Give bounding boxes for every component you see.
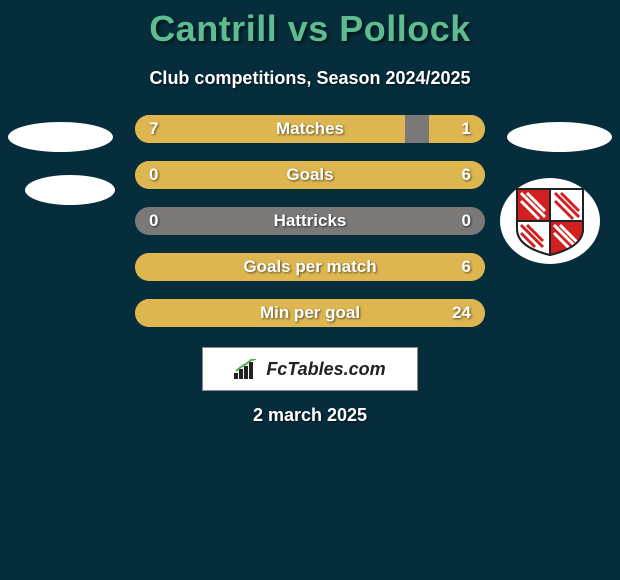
player-left-oval-1 (8, 122, 113, 152)
bar-row: Goals0 6 (135, 161, 485, 189)
bar-value-left: 7 (149, 115, 158, 143)
bar-value-right: 6 (462, 161, 471, 189)
club-badge (500, 178, 600, 264)
date-text: 2 march 2025 (0, 405, 620, 426)
shield-icon (515, 185, 585, 257)
bar-label: Hattricks (135, 207, 485, 235)
bar-row: Min per goal24 (135, 299, 485, 327)
bar-label: Matches (135, 115, 485, 143)
player-left-oval-2 (25, 175, 115, 205)
subtitle: Club competitions, Season 2024/2025 (0, 68, 620, 89)
bar-label: Goals per match (135, 253, 485, 281)
bar-value-right: 1 (462, 115, 471, 143)
bar-chart-icon (234, 359, 260, 379)
logo-text: FcTables.com (266, 359, 385, 380)
bar-value-left: 0 (149, 207, 158, 235)
bar-label: Min per goal (135, 299, 485, 327)
comparison-bars: Matches71Goals06Hattricks00Goals per mat… (135, 115, 485, 327)
bar-row: Goals per match6 (135, 253, 485, 281)
bar-row: Hattricks0 0 (135, 207, 485, 235)
bar-value-right: 24 (452, 299, 471, 327)
bar-value-right: 6 (462, 253, 471, 281)
page-title: Cantrill vs Pollock (0, 0, 620, 50)
bar-value-left: 0 (149, 161, 158, 189)
bar-value-right: 0 (462, 207, 471, 235)
bar-label: Goals (135, 161, 485, 189)
fctables-logo: FcTables.com (202, 347, 418, 391)
bar-row: Matches7 1 (135, 115, 485, 143)
player-right-oval-1 (507, 122, 612, 152)
